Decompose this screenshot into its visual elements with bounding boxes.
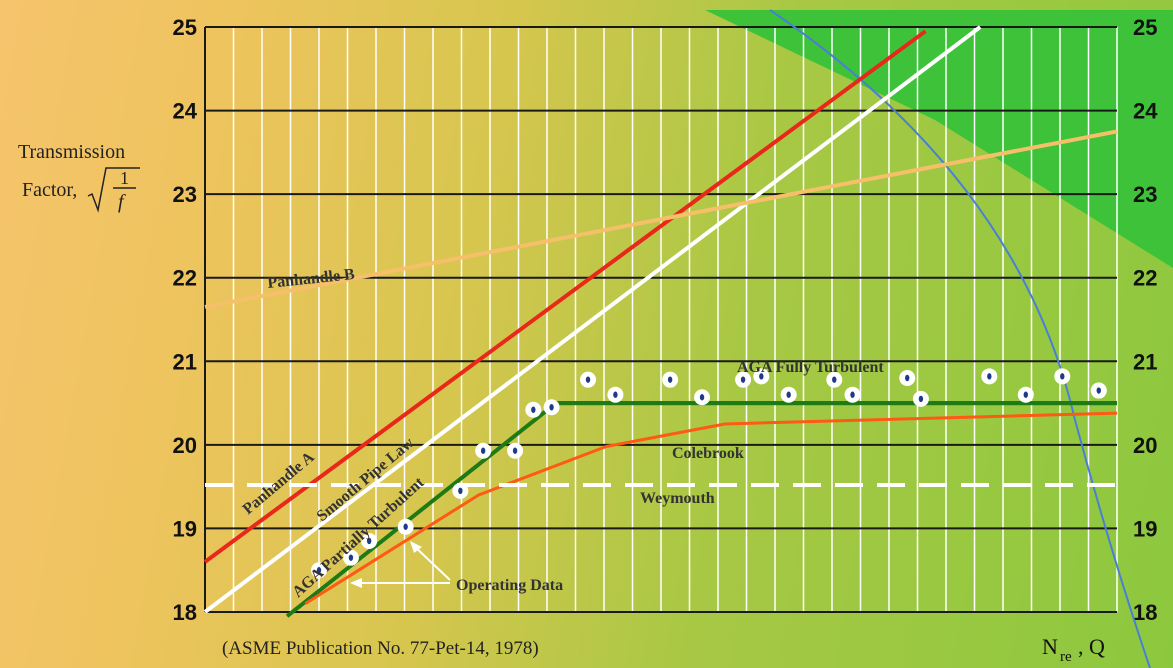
y-ticks-right: 18 19 20 21 22 23 24 25	[1133, 15, 1158, 625]
operating-data-point	[607, 386, 624, 403]
y-tick-label-left: 21	[173, 349, 197, 374]
x-axis-label-subscript: re	[1060, 649, 1072, 665]
operating-data-point	[694, 389, 711, 406]
y-tick-label-right: 20	[1133, 433, 1157, 458]
label-colebrook: Colebrook	[672, 445, 744, 462]
operating-data-point	[397, 518, 414, 535]
y-axis-label-line1: Transmission	[18, 141, 126, 163]
operating-data-point	[753, 368, 770, 385]
operating-data-point	[311, 562, 327, 579]
label-aga-fully-turbulent: AGA Fully Turbulent	[737, 359, 884, 376]
y-tick-label-right: 24	[1133, 99, 1158, 124]
y-axis-label-factor: Factor,	[22, 179, 77, 201]
operating-data-point	[580, 371, 597, 388]
source-note: (ASME Publication No. 77-Pet-14, 1978)	[222, 638, 539, 659]
operating-data-arrows	[350, 541, 451, 588]
operating-data-point	[735, 371, 752, 388]
series-group	[203, 25, 1118, 618]
x-axis-label-n: N	[1042, 634, 1058, 659]
y-tick-label-right: 18	[1133, 600, 1157, 625]
y-tick-label-right: 23	[1133, 182, 1157, 207]
y-tick-label-right: 19	[1133, 516, 1157, 541]
series-line-smooth-pipe-law	[203, 25, 982, 614]
sqrt-numerator: 1	[120, 168, 129, 188]
operating-data-markers	[311, 368, 1107, 579]
operating-data-point	[826, 371, 843, 388]
series-line-panhandle-a	[203, 29, 927, 564]
operating-data-point	[507, 442, 524, 459]
grid-horizontal	[204, 26, 1117, 613]
operating-data-point	[662, 371, 679, 388]
x-axis-label-q: , Q	[1078, 634, 1105, 659]
x-axis-label: N re , Q	[1042, 634, 1105, 665]
operating-data-point	[361, 532, 378, 549]
y-tick-label-left: 20	[173, 433, 197, 458]
y-tick-label-left: 19	[173, 516, 197, 541]
y-tick-label-right: 21	[1133, 349, 1157, 374]
operating-data-point	[912, 390, 929, 407]
operating-data-point	[525, 401, 542, 418]
series-line-colebrook	[304, 411, 1118, 605]
green-region	[705, 10, 1173, 268]
operating-data-point	[1054, 368, 1071, 385]
y-tick-label-left: 18	[173, 600, 197, 625]
sqrt-symbol	[87, 167, 140, 213]
operating-data-point	[342, 549, 359, 566]
y-tick-label-left: 22	[173, 266, 197, 291]
y-tick-label-left: 25	[173, 15, 197, 40]
operating-data-point	[475, 442, 492, 459]
operating-data-point	[899, 370, 916, 386]
operating-data-point	[780, 386, 797, 403]
operating-data-point	[452, 482, 469, 499]
operating-data-point	[1090, 382, 1107, 399]
y-tick-label-right: 25	[1133, 15, 1157, 40]
sqrt-denominator: f	[118, 191, 126, 213]
series-line-panhandle-b	[204, 129, 1118, 309]
operating-data-point	[981, 368, 998, 385]
y-axis-label: Transmission	[18, 130, 125, 174]
series-line-aga-partially-turbulent	[285, 401, 1117, 618]
y-tick-label-right: 22	[1133, 266, 1157, 291]
label-weymouth: Weymouth	[640, 490, 715, 507]
y-tick-label-left: 24	[173, 99, 198, 124]
operating-data-point	[1017, 386, 1034, 403]
operating-data-point	[543, 399, 560, 416]
y-ticks-left: 18 19 20 21 22 23 24 25	[173, 15, 198, 625]
label-smooth-pipe-law: Smooth Pipe Law	[314, 434, 418, 525]
label-operating-data: Operating Data	[456, 577, 563, 594]
y-tick-label-left: 23	[173, 182, 197, 207]
operating-data-point	[844, 386, 861, 403]
